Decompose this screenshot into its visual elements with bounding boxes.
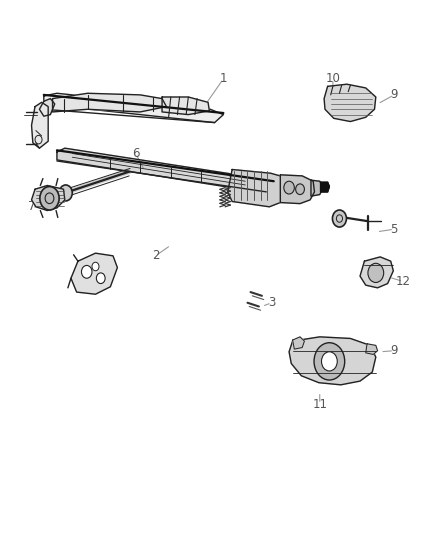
Text: 2: 2 [152, 249, 159, 262]
Circle shape [92, 262, 99, 271]
Polygon shape [32, 102, 48, 148]
Text: 4: 4 [228, 169, 236, 182]
Circle shape [81, 265, 92, 278]
Polygon shape [32, 185, 65, 211]
Polygon shape [324, 84, 376, 122]
Polygon shape [44, 93, 223, 123]
Circle shape [296, 184, 304, 195]
Polygon shape [293, 337, 304, 349]
Text: 9: 9 [390, 344, 398, 357]
Polygon shape [228, 169, 289, 207]
Text: 3: 3 [268, 296, 275, 309]
Text: 12: 12 [396, 275, 410, 288]
Polygon shape [57, 148, 274, 193]
Circle shape [368, 263, 384, 282]
Circle shape [59, 185, 72, 201]
Polygon shape [366, 344, 378, 354]
Polygon shape [321, 182, 329, 192]
Text: 10: 10 [325, 72, 340, 85]
Text: 9: 9 [390, 88, 398, 101]
Text: 1: 1 [219, 72, 227, 85]
Circle shape [96, 273, 105, 284]
Circle shape [321, 352, 337, 371]
Circle shape [332, 210, 346, 227]
Polygon shape [39, 99, 55, 116]
Circle shape [314, 343, 345, 380]
Polygon shape [289, 337, 376, 385]
Polygon shape [53, 93, 166, 112]
Text: 5: 5 [391, 223, 398, 236]
Text: 8: 8 [97, 276, 104, 289]
Circle shape [40, 187, 59, 210]
Polygon shape [71, 253, 117, 294]
Circle shape [284, 181, 294, 194]
Text: 6: 6 [132, 147, 140, 160]
Polygon shape [280, 175, 314, 204]
Polygon shape [162, 97, 209, 115]
Polygon shape [360, 257, 393, 288]
Text: 11: 11 [312, 398, 327, 410]
Text: 7: 7 [28, 200, 35, 213]
Polygon shape [311, 180, 323, 196]
